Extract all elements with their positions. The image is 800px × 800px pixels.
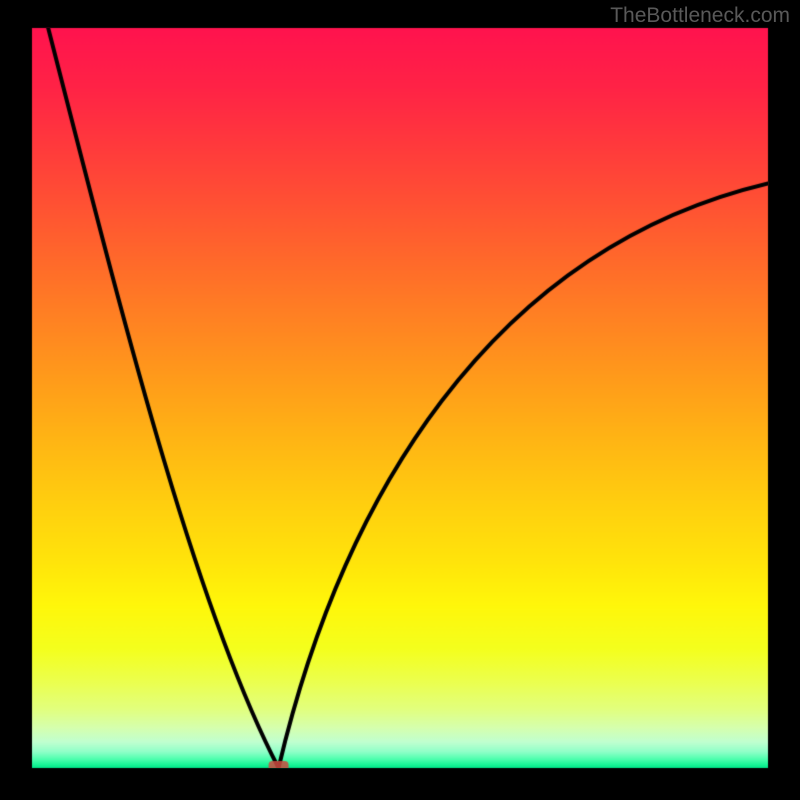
watermark-text: TheBottleneck.com (610, 4, 790, 28)
curve-canvas (32, 28, 768, 768)
chart-container: TheBottleneck.com (0, 0, 800, 800)
